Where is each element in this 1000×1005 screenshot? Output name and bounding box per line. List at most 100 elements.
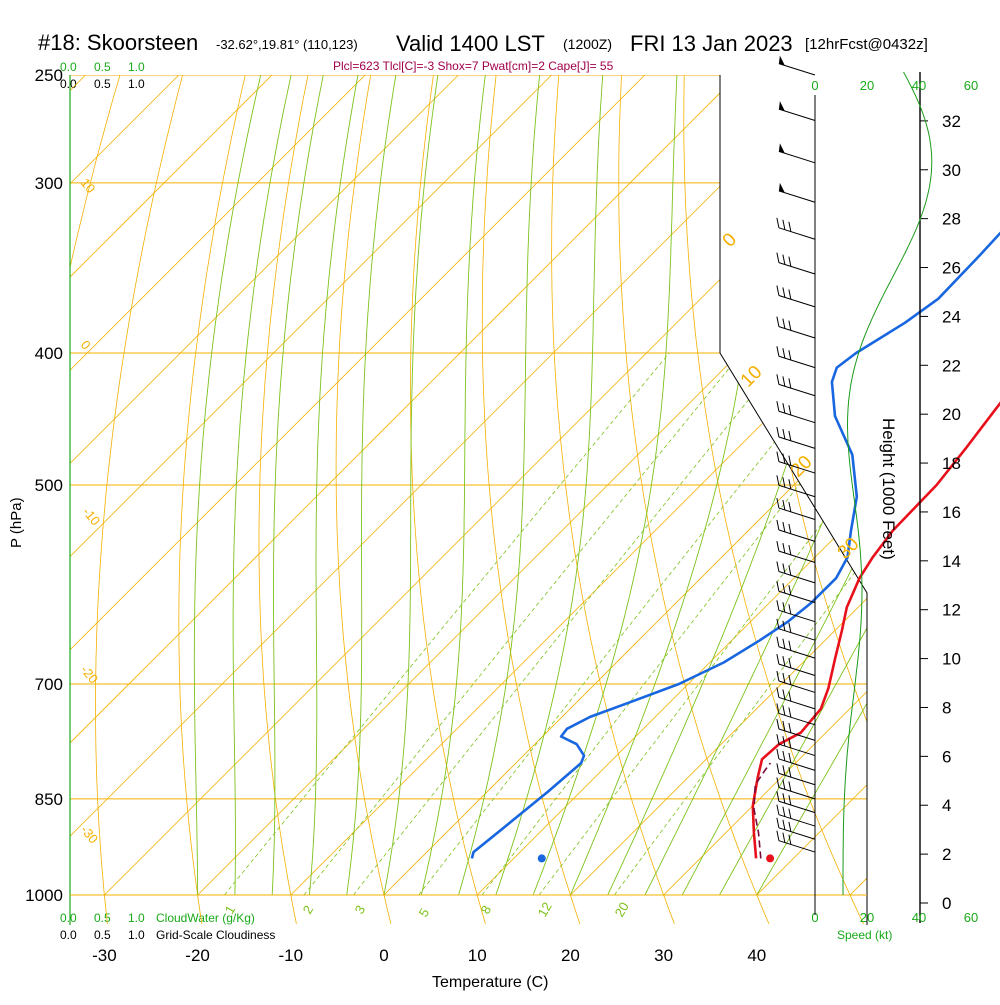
dry-adiabat	[933, 51, 1000, 924]
wind-barb-staff	[779, 664, 815, 675]
wind-barb-feather	[777, 805, 779, 815]
wind-barb-feather	[777, 581, 779, 591]
wind-barb-staff	[779, 629, 815, 640]
dry-adiabat-label: -20	[78, 662, 102, 686]
wind-barb-feather	[789, 723, 791, 733]
wind-barb-feather	[783, 477, 785, 487]
speed-axis-title: Speed (kt)	[837, 928, 892, 942]
wind-barb-feather	[789, 604, 791, 614]
temperature-tick-label: 10	[468, 946, 487, 965]
wind-barb-feather	[783, 807, 785, 817]
dry-adiabat	[684, 51, 864, 924]
wind-barb-feather	[783, 255, 785, 265]
speed-tick-label-top: 40	[912, 78, 926, 93]
wind-barb-staff	[779, 551, 815, 562]
height-tick-label: 8	[942, 698, 951, 717]
wind-barb-staff	[779, 697, 815, 708]
wind-barb-feather	[783, 751, 785, 761]
speed-tick-label-bottom: 60	[964, 910, 978, 925]
speed-tick-label-top: 60	[964, 78, 978, 93]
pressure-axis-title: P (hPa)	[8, 497, 25, 548]
height-tick-label: 18	[942, 454, 961, 473]
cloudwater-tick-bottom: 0.0	[60, 911, 77, 925]
wind-barb-feather	[783, 833, 785, 843]
moist-adiabat-label: 0	[719, 229, 741, 251]
dry-adiabat	[336, 51, 391, 924]
mixing-ratio-line	[353, 353, 786, 895]
wind-barb-feather	[789, 753, 791, 763]
temperature-axis-title: Temperature (C)	[432, 974, 548, 991]
series-dewpoint-line	[472, 75, 1000, 858]
dry-adiabat-label: 0	[78, 337, 94, 352]
wind-barb-feather	[777, 749, 779, 759]
wind-barb-feather	[783, 656, 785, 666]
wind-barb-feather	[783, 639, 785, 649]
dry-adiabat	[619, 51, 769, 924]
height-tick-label: 6	[942, 747, 951, 766]
wind-barb-feather	[783, 705, 785, 715]
dry-adiabat	[259, 51, 313, 924]
pressure-tick-label: 400	[35, 344, 63, 363]
wind-barb-staff	[779, 384, 815, 395]
wind-barb-feather	[789, 378, 791, 388]
wind-barb-staff	[779, 530, 815, 541]
wind-barb-feather	[783, 779, 785, 789]
station-coords: -32.62°,19.81° (110,123)	[216, 37, 358, 52]
isotherm	[943, 75, 1000, 895]
height-tick-label: 14	[942, 552, 961, 571]
pressure-tick-label: 250	[35, 66, 63, 85]
wind-barb-feather	[783, 220, 785, 230]
mixing-ratio-label: 20	[612, 899, 632, 919]
temperature-tick-label: -30	[92, 946, 117, 965]
wind-barb-feather	[777, 253, 779, 263]
plot-lines	[0, 51, 1000, 924]
cloudiness-tick-top: 0.5	[94, 77, 111, 91]
surface-temperature-marker	[766, 854, 774, 862]
wind-barb-feather	[789, 691, 791, 701]
wind-barb-feather	[777, 541, 779, 551]
wind-barb-feather	[783, 820, 785, 830]
wind-barb-feather	[789, 658, 791, 668]
wind-barb-staff	[779, 759, 815, 770]
wind-barb-feather	[789, 257, 791, 267]
wind-barb-feather	[783, 319, 785, 329]
wind-barb-staff	[779, 713, 815, 724]
wind-barb-feather	[777, 791, 779, 801]
valid-time: Valid 1400 LST	[396, 31, 545, 56]
wind-barb-staff	[779, 228, 815, 239]
temperature-tick-label: 0	[379, 946, 388, 965]
mixing-ratio-label: 2	[300, 903, 317, 917]
wind-barb-feather	[789, 222, 791, 232]
cloudwater-scale-bottom: 0.0 0.5 1.0 CloudWater (g/Kg) 0.0 0.5 1.…	[60, 911, 275, 942]
wind-barb-feather	[777, 831, 779, 841]
wind-barb-feather	[789, 289, 791, 299]
wind-barb-feather	[777, 562, 779, 572]
wind-barb-feather	[777, 671, 779, 681]
wind-barb-feather	[777, 285, 779, 295]
wind-barb-feather	[789, 822, 791, 832]
wind-barb-feather	[789, 781, 791, 791]
dry-adiabat	[809, 51, 1000, 924]
dry-adiabat-label: -10	[80, 504, 104, 528]
wind-barb-feather	[777, 763, 779, 773]
dry-adiabat	[9, 51, 128, 924]
wind-barb-feather	[777, 427, 779, 437]
speed-tick-label-top: 0	[811, 78, 818, 93]
wind-barb-feather	[789, 405, 791, 415]
wind-barb-feather	[777, 654, 779, 664]
wind-barb-feather	[789, 675, 791, 685]
wind-barb-feather	[777, 637, 779, 647]
temperature-tick-label: 20	[561, 946, 580, 965]
height-tick-label: 28	[942, 210, 961, 229]
plot-right-border	[720, 75, 867, 925]
speed-tick-label-top: 20	[860, 78, 874, 93]
wind-barb-feather	[789, 431, 791, 441]
wind-barb-staff	[779, 295, 815, 306]
height-tick-label: 24	[942, 307, 961, 326]
height-tick-label: 12	[942, 601, 961, 620]
wind-barb-feather	[777, 346, 779, 356]
wind-barb-feather	[783, 403, 785, 413]
